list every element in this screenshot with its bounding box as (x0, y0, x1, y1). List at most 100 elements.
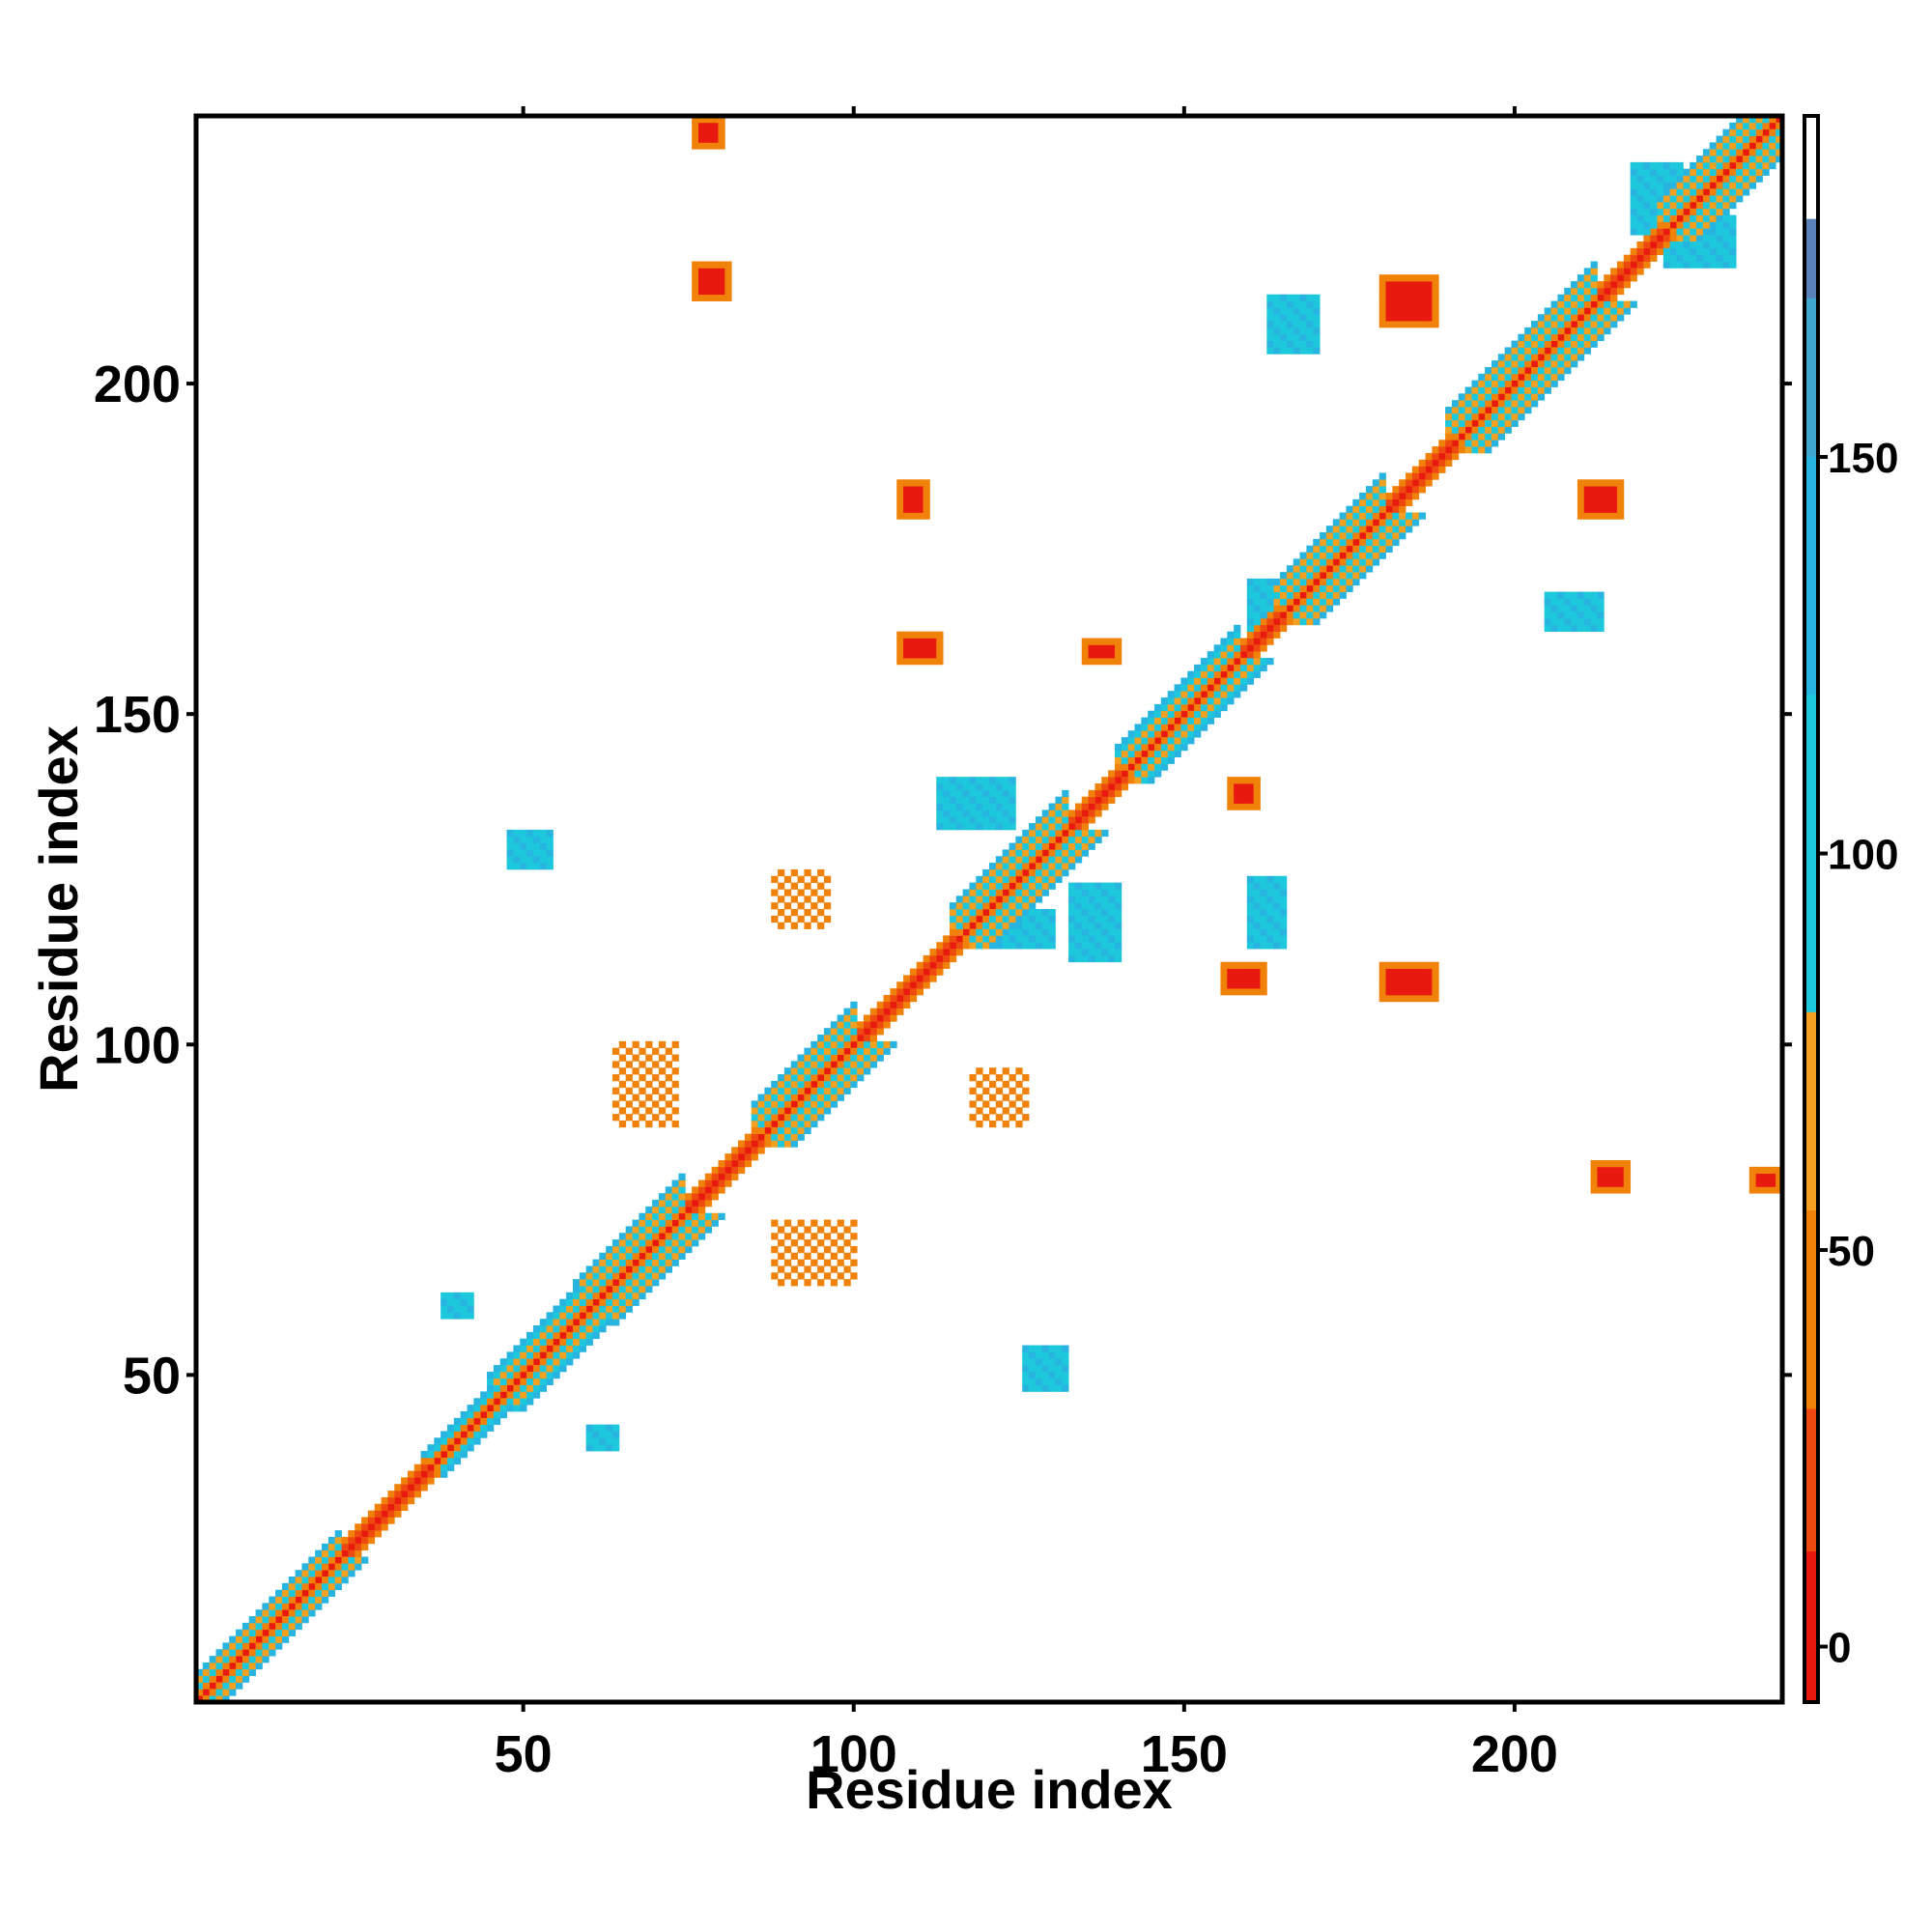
contact-cell (692, 116, 699, 124)
contact-cell (1438, 440, 1446, 447)
contact-cell (1597, 598, 1605, 606)
contact-cell (1762, 135, 1770, 143)
contact-cell (1022, 1371, 1030, 1379)
contact-cell (1055, 842, 1063, 850)
diagonal-cell (1200, 691, 1208, 698)
contact-cell (1491, 426, 1499, 434)
contact-cell (1114, 756, 1122, 764)
contact-cell (665, 1047, 672, 1055)
contact-cell (1260, 578, 1267, 586)
diagonal-cell (823, 1067, 832, 1075)
contact-cell (539, 1358, 548, 1366)
contact-cell (1280, 617, 1288, 626)
contact-cell (665, 1061, 672, 1068)
contact-cell (1239, 803, 1248, 810)
contact-cell (361, 1536, 369, 1545)
contact-cell (810, 1061, 818, 1068)
contact-cell (1722, 254, 1730, 262)
contact-cell (797, 1133, 805, 1141)
contact-cell (1755, 142, 1763, 150)
contact-cell (1035, 816, 1043, 824)
contact-cell (301, 1570, 309, 1577)
contact-cell (1002, 1107, 1009, 1115)
contact-cell (837, 1272, 844, 1280)
contact-cell (1406, 988, 1413, 996)
diagonal-cell (1325, 565, 1334, 573)
contact-cell (982, 810, 990, 817)
diagonal-cell (222, 1668, 230, 1677)
contact-cell (1200, 697, 1208, 705)
contact-cell (817, 1239, 825, 1247)
contact-cell (1101, 949, 1109, 956)
contact-cell (1378, 486, 1386, 494)
contact-cell (1742, 142, 1750, 150)
contact-cell (1041, 1351, 1049, 1359)
contact-cell (1544, 373, 1551, 382)
contact-cell (295, 1582, 302, 1591)
contact-cell (592, 1292, 600, 1300)
contact-cell (546, 1365, 554, 1373)
contact-cell (341, 1577, 349, 1584)
contact-cell (1167, 703, 1175, 712)
contact-cell (341, 1536, 349, 1545)
contact-cell (1280, 300, 1288, 308)
contact-cell (1346, 565, 1353, 573)
contact-cell (1055, 803, 1063, 810)
contact-cell (817, 882, 825, 890)
contact-cell (1359, 538, 1367, 547)
contact-cell (248, 1635, 256, 1643)
contact-cell (427, 1444, 435, 1452)
contact-cell (982, 816, 990, 824)
contact-cell (1406, 294, 1413, 301)
contact-cell (778, 1239, 785, 1247)
x-tick-label: 100 (810, 1725, 897, 1783)
contact-cell (1544, 354, 1551, 361)
contact-cell (1471, 380, 1479, 387)
y-tick-label: 200 (94, 355, 181, 413)
contact-cell (1511, 347, 1519, 355)
contact-cell (579, 1298, 587, 1306)
contact-cell (1187, 670, 1195, 678)
contact-cell (1280, 294, 1288, 301)
contact-cell (724, 281, 732, 289)
diagonal-cell (697, 1193, 706, 1201)
contact-cell (1246, 658, 1255, 666)
contact-cell (1359, 492, 1367, 500)
contact-cell (632, 1279, 639, 1287)
contact-cell (579, 1331, 587, 1340)
contact-cell (1365, 505, 1374, 513)
contact-cell (1266, 591, 1274, 599)
contact-cell (526, 1378, 534, 1385)
contact-cell (612, 1239, 620, 1247)
contact-cell (1411, 287, 1420, 296)
contact-cell (1478, 419, 1486, 427)
contact-cell (817, 1226, 825, 1234)
contact-cell (665, 1193, 672, 1201)
contact-cell (883, 1040, 891, 1049)
contact-cell (1518, 354, 1525, 361)
contact-cell (778, 1126, 785, 1135)
contact-cell (1511, 340, 1519, 348)
diagonal-cell (1590, 300, 1598, 308)
contact-cell (480, 1431, 488, 1438)
contact-cell (652, 1259, 660, 1266)
contact-cell (982, 882, 990, 890)
contact-cell (711, 294, 719, 301)
contact-cell (1101, 928, 1109, 936)
contact-cell (1399, 981, 1406, 989)
diagonal-cell (903, 988, 911, 996)
contact-cell (1234, 988, 1241, 996)
contact-cell (697, 281, 706, 289)
contact-cell (1213, 710, 1221, 718)
contact-cell (1716, 201, 1723, 210)
contact-cell (420, 1463, 428, 1471)
contact-cell (632, 1107, 639, 1115)
contact-cell (639, 1212, 646, 1220)
contact-cell (1015, 842, 1023, 850)
contact-cell (460, 1437, 468, 1445)
contact-cell (1029, 915, 1037, 923)
contact-cell (606, 1265, 613, 1273)
contact-cell (1246, 783, 1255, 791)
contact-cell (1669, 247, 1677, 256)
contact-cell (1174, 691, 1181, 698)
